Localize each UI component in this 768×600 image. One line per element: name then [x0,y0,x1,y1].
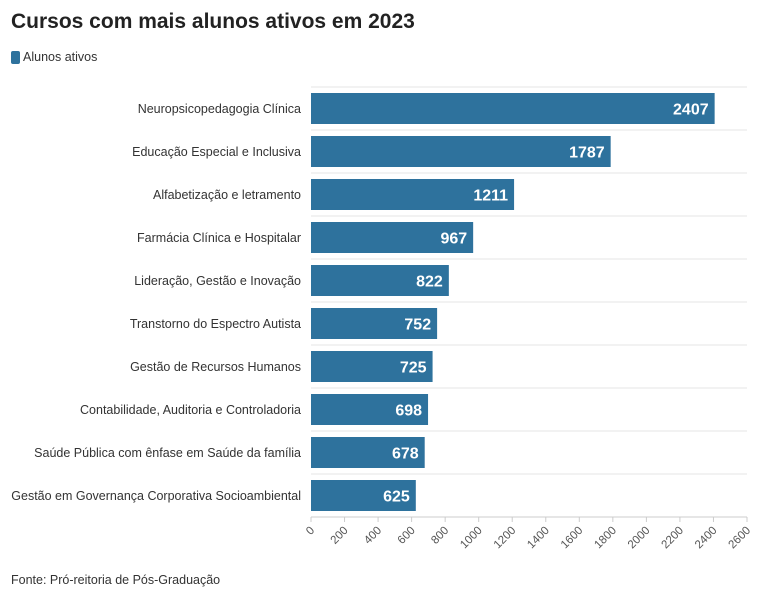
bar [311,265,449,296]
data-label: 1787 [569,145,605,162]
category-label: Educação Especial e Inclusiva [132,145,301,159]
x-tick-label: 2600 [727,525,754,552]
category-label: Gestão de Recursos Humanos [130,360,301,374]
x-tick-label: 1000 [458,525,485,552]
bar [311,351,433,382]
category-label: Farmácia Clínica e Hospitalar [137,231,301,245]
x-tick-label: 800 [429,525,451,547]
category-label: Neuropsicopedagogia Clínica [138,102,301,116]
x-tick-label: 1400 [525,525,552,552]
legend: Alunos ativos [11,50,97,64]
data-label: 822 [416,274,443,291]
x-tick-label: 600 [396,525,418,547]
bar-chart: 0 200 400 600 800 1000 1200 1400 1600 1800 2000 220… [11,86,754,552]
data-label: 625 [383,489,410,506]
bar [311,308,438,339]
data-label: 725 [400,360,427,377]
x-tick-label: 2400 [693,525,720,552]
category-label: Alfabetização e letramento [153,188,301,202]
bar [311,437,425,468]
data-label: 678 [392,446,419,463]
bar [311,179,515,210]
x-tick-label: 200 [329,525,351,547]
category-label: Gestão em Governança Corporativa Socioam… [11,489,301,503]
x-tick-label: 0 [304,525,317,538]
category-label: Contabilidade, Auditoria e Controladoria [80,403,301,417]
data-label: 752 [404,317,431,334]
x-tick-label: 400 [362,525,384,547]
data-label: 967 [440,231,467,248]
data-label: 698 [395,403,422,420]
x-tick-label: 2200 [659,525,686,552]
legend-swatch [11,50,20,64]
legend-label: Alunos ativos [23,50,98,64]
x-tick-label: 2000 [626,525,653,552]
x-tick-label: 1800 [592,525,619,552]
x-tick-label: 1200 [492,525,519,552]
data-label: 2407 [673,102,709,119]
category-label: Transtorno do Espectro Autista [130,317,301,331]
bar [311,136,611,167]
category-label: Saúde Pública com ênfase em Saúde da fam… [34,446,301,460]
bar [311,394,429,425]
data-label: 1211 [473,188,508,205]
chart-title: Cursos com mais alunos ativos em 2023 [11,10,415,33]
source-note: Fonte: Pró-reitoria de Pós-Graduação [11,573,221,587]
bar [311,93,715,124]
bar [311,480,416,511]
category-label: Lideração, Gestão e Inovação [134,274,301,288]
bar [311,222,474,253]
x-tick-label: 1600 [559,525,586,552]
